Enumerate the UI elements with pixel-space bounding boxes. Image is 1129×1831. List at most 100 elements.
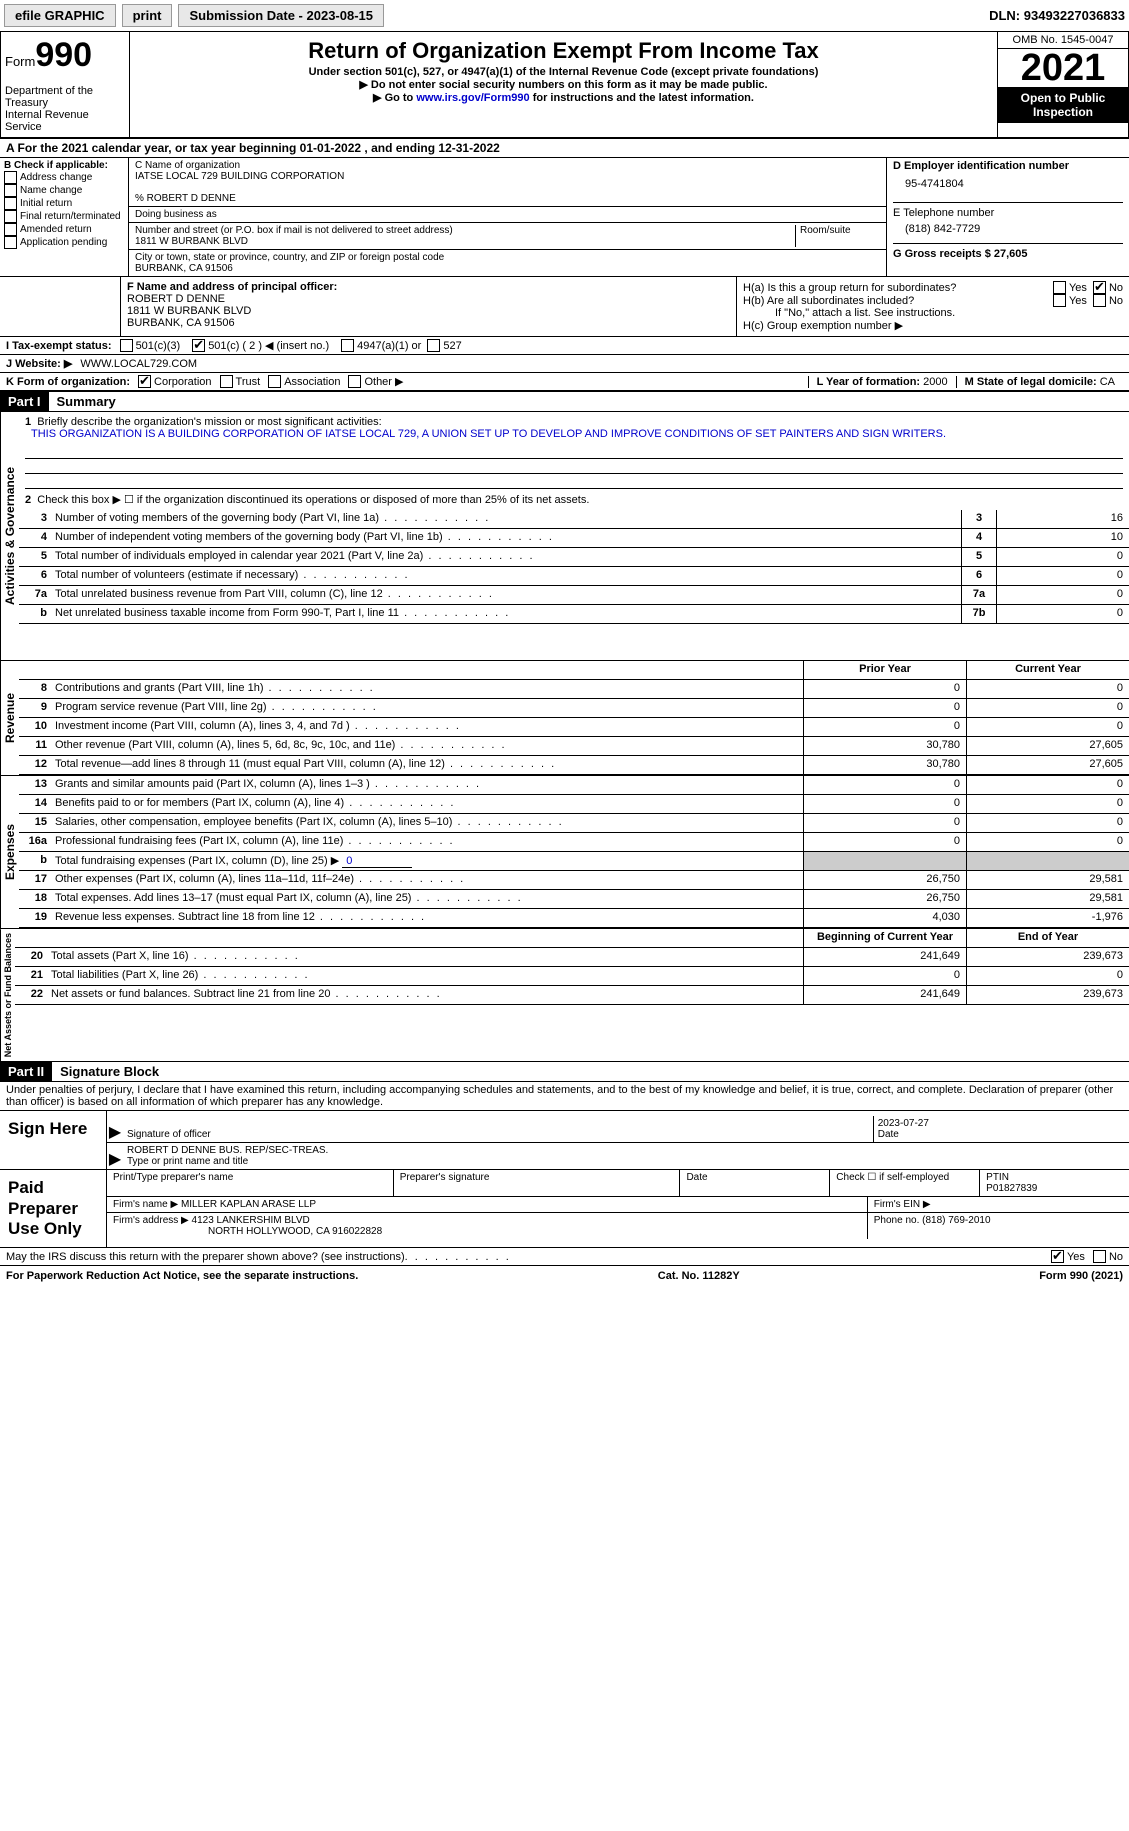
block-d: D Employer identification number 95-4741… xyxy=(887,158,1129,276)
current-value: 29,581 xyxy=(966,871,1129,889)
block-c: C Name of organization IATSE LOCAL 729 B… xyxy=(129,158,887,276)
city-cell: City or town, state or province, country… xyxy=(129,250,886,276)
org-name-cell: C Name of organization IATSE LOCAL 729 B… xyxy=(129,158,886,207)
hb-no-checkbox[interactable] xyxy=(1093,294,1106,307)
i-501c-checkbox[interactable] xyxy=(192,339,205,352)
prior-value: 0 xyxy=(803,833,966,851)
sig-arrow-icon: ▶ xyxy=(107,1122,123,1142)
prior-value: 0 xyxy=(803,776,966,794)
opt-app-pending[interactable]: Application pending xyxy=(4,236,124,249)
opt-amended-return[interactable]: Amended return xyxy=(4,223,124,236)
line-value: 0 xyxy=(996,567,1129,585)
i-501c3-checkbox[interactable] xyxy=(120,339,133,352)
k-assoc-checkbox[interactable] xyxy=(268,375,281,388)
sum-line-14: 14Benefits paid to or for members (Part … xyxy=(19,795,1129,814)
sign-here-label: Sign Here xyxy=(0,1111,106,1169)
block-j: J Website: ▶ WWW.LOCAL729.COM xyxy=(0,355,1129,373)
gross-receipts: G Gross receipts $ 27,605 xyxy=(893,243,1123,260)
opt-initial-return[interactable]: Initial return xyxy=(4,197,124,210)
block-m: M State of legal domicile: CA xyxy=(956,376,1123,388)
street-label: Number and street (or P.O. box if mail i… xyxy=(135,225,791,236)
header-right: OMB No. 1545-0047 2021 Open to Public In… xyxy=(997,32,1128,137)
i-527: 527 xyxy=(443,340,461,352)
block-m-label: M State of legal domicile: xyxy=(965,376,1100,388)
line-num: 12 xyxy=(19,756,51,774)
line-text: Grants and similar amounts paid (Part IX… xyxy=(51,776,803,794)
dln: DLN: 93493227036833 xyxy=(989,8,1125,23)
part2-header: Part II xyxy=(0,1062,52,1081)
block-f: F Name and address of principal officer:… xyxy=(121,277,737,336)
phone-value: (818) 842-7729 xyxy=(893,219,1123,243)
current-value: -1,976 xyxy=(966,909,1129,927)
part1-title: Summary xyxy=(49,394,116,409)
sig-date-label: Date xyxy=(878,1129,899,1140)
prior-value: 0 xyxy=(803,967,966,985)
line2-text: Check this box ▶ ☐ if the organization d… xyxy=(37,494,589,506)
line-num: 14 xyxy=(19,795,51,813)
firm-addr-label: Firm's address ▶ xyxy=(113,1215,192,1226)
block-f-label: F Name and address of principal officer: xyxy=(127,281,730,293)
opt-address-change[interactable]: Address change xyxy=(4,171,124,184)
k-other: Other ▶ xyxy=(364,375,403,388)
sum-line-12: 12Total revenue—add lines 8 through 11 (… xyxy=(19,756,1129,775)
line-box-label: 7b xyxy=(961,605,996,623)
ptin-value: P01827839 xyxy=(986,1183,1123,1194)
i-527-checkbox[interactable] xyxy=(427,339,440,352)
line-num: 4 xyxy=(19,529,51,547)
ha-yes-checkbox[interactable] xyxy=(1053,281,1066,294)
sig-officer-label: Signature of officer xyxy=(127,1129,211,1140)
sum-line-7b: bNet unrelated business taxable income f… xyxy=(19,605,1129,624)
opt-final-return[interactable]: Final return/terminated xyxy=(4,210,124,223)
current-value: 0 xyxy=(966,680,1129,698)
current-value: 0 xyxy=(966,776,1129,794)
prior-value: 0 xyxy=(803,699,966,717)
sum-line-4: 4Number of independent voting members of… xyxy=(19,529,1129,548)
firm-phone-label: Phone no. xyxy=(874,1215,922,1226)
discuss-yes-checkbox[interactable] xyxy=(1051,1250,1064,1263)
line-num: 13 xyxy=(19,776,51,794)
k-corp-checkbox[interactable] xyxy=(138,375,151,388)
line-num: 5 xyxy=(19,548,51,566)
firm-phone-cell: Phone no. (818) 769-2010 xyxy=(867,1213,1129,1239)
firm-phone-value: (818) 769-2010 xyxy=(922,1215,990,1226)
current-shaded xyxy=(966,852,1129,870)
vert-na: Net Assets or Fund Balances xyxy=(0,929,15,1061)
irs-link[interactable]: www.irs.gov/Form990 xyxy=(416,92,529,104)
current-value: 0 xyxy=(966,814,1129,832)
line-num: 19 xyxy=(19,909,51,927)
sum-line-3: 3Number of voting members of the governi… xyxy=(19,510,1129,529)
ha-no-checkbox[interactable] xyxy=(1093,281,1106,294)
line-value: 0 xyxy=(996,605,1129,623)
sum-line-11: 11Other revenue (Part VIII, column (A), … xyxy=(19,737,1129,756)
print-button[interactable]: print xyxy=(122,4,173,27)
header-center: Return of Organization Exempt From Incom… xyxy=(130,32,997,137)
current-value: 29,581 xyxy=(966,890,1129,908)
i-4947-checkbox[interactable] xyxy=(341,339,354,352)
sign-here-row: Sign Here ▶ Signature of officer 2023-07… xyxy=(0,1111,1129,1170)
line-num: 7a xyxy=(19,586,51,604)
type-name-label: Type or print name and title xyxy=(127,1156,248,1167)
block-l-value: 2000 xyxy=(923,376,947,388)
discuss-no-checkbox[interactable] xyxy=(1093,1250,1106,1263)
prior-value: 0 xyxy=(803,718,966,736)
opt-name-change[interactable]: Name change xyxy=(4,184,124,197)
firm-name-cell: Firm's name ▶ MILLER KAPLAN ARASE LLP xyxy=(107,1197,867,1213)
form-ref: Form 990 (2021) xyxy=(1039,1270,1123,1282)
org-name: IATSE LOCAL 729 BUILDING CORPORATION xyxy=(135,171,880,182)
sum-line-b: bTotal fundraising expenses (Part IX, co… xyxy=(19,852,1129,871)
line-text: Total unrelated business revenue from Pa… xyxy=(51,586,961,604)
part1-bar: Part I Summary xyxy=(0,391,1129,412)
form-subtitle: Under section 501(c), 527, or 4947(a)(1)… xyxy=(134,66,993,78)
dept-treasury: Department of the Treasury xyxy=(5,85,125,109)
k-trust-checkbox[interactable] xyxy=(220,375,233,388)
line-num: 9 xyxy=(19,699,51,717)
line1-label: Briefly describe the organization's miss… xyxy=(37,416,381,428)
hb-yes: Yes xyxy=(1069,295,1087,307)
dba-cell: Doing business as xyxy=(129,207,886,223)
k-other-checkbox[interactable] xyxy=(348,375,361,388)
hb-yes-checkbox[interactable] xyxy=(1053,294,1066,307)
line-value: 0 xyxy=(996,586,1129,604)
sum-line-16a: 16aProfessional fundraising fees (Part I… xyxy=(19,833,1129,852)
ha-no: No xyxy=(1109,282,1123,294)
sum-line-7a: 7aTotal unrelated business revenue from … xyxy=(19,586,1129,605)
